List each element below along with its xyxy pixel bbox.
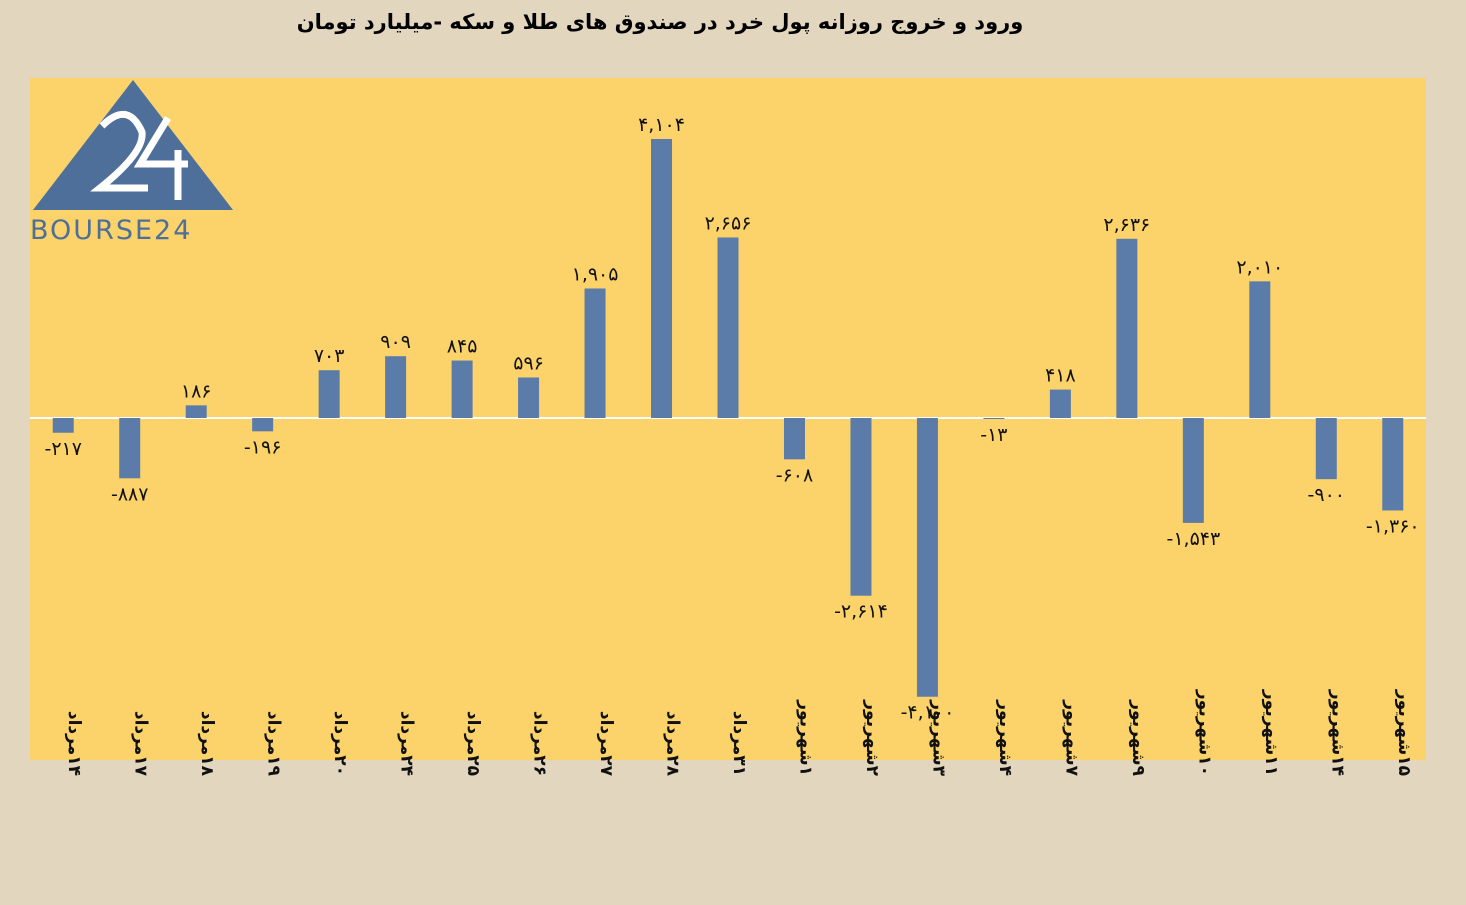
category-label-13: ۳شهریور: [928, 699, 948, 776]
bar-3: [252, 418, 274, 432]
value-label-20: -۱,۳۶۰: [1366, 515, 1420, 537]
value-label-0: -۲۱۷: [44, 438, 81, 460]
logo-triangle: [33, 80, 233, 210]
category-label-11: ۱شهریور: [795, 699, 815, 776]
category-label-1: ۱۷مرداد: [131, 711, 151, 777]
value-label-15: ۴۱۸: [1045, 365, 1076, 387]
logo-mark-4: [133, 116, 188, 200]
value-label-4: ۷۰۳: [314, 345, 345, 367]
bar-12: [850, 418, 872, 596]
logo-mark-2: [90, 111, 148, 192]
category-label-9: ۲۸مرداد: [663, 711, 683, 777]
value-label-13: -۴,۱۰۰: [901, 702, 955, 724]
category-label-17: ۱۰شهریور: [1194, 689, 1214, 776]
category-label-16: ۹شهریور: [1128, 699, 1148, 776]
category-label-10: ۳۱مرداد: [729, 711, 749, 776]
bar-2: [185, 405, 207, 418]
bar-8: [584, 288, 606, 418]
bar-4: [318, 370, 340, 418]
bars-group: [52, 139, 1404, 697]
bourse24-logo: [33, 80, 233, 210]
chart-title: ورود و خروج روزانه پول خرد در صندوق های …: [296, 10, 1024, 34]
category-label-18: ۱۱شهریور: [1261, 689, 1281, 776]
bar-6: [451, 360, 473, 418]
category-label-12: ۲شهریور: [862, 699, 882, 776]
value-label-8: ۱,۹۰۵: [572, 263, 619, 285]
value-labels-group: -۲۱۷ -۸۸۷ ۱۸۶ -۱۹۶ ۷۰۳ ۹۰۹ ۸۴۵ ۵۹۶ ۱,۹۰۵ ۴,۱۰۴ ۲,۶…: [44, 114, 1419, 724]
category-label-5: ۲۴مرداد: [397, 711, 417, 776]
category-label-20: ۱۵شهریور: [1394, 689, 1414, 776]
value-label-17: -۱,۵۴۳: [1166, 528, 1220, 550]
value-label-6: ۸۴۵: [447, 336, 478, 358]
bar-11: [783, 418, 805, 460]
category-labels-group: ۱۴مرداد ۱۷مرداد ۱۸مرداد ۱۹مرداد ۲۰مرداد ۲۴مرد…: [64, 689, 1414, 777]
bar-7: [518, 377, 540, 418]
value-label-18: ۲,۰۱۰: [1236, 256, 1283, 278]
value-label-1: -۸۸۷: [111, 483, 148, 505]
value-label-12: -۲,۶۱۴: [834, 601, 888, 623]
category-label-4: ۲۰مرداد: [330, 711, 350, 776]
category-label-15: ۷شهریور: [1061, 699, 1081, 776]
value-label-11: -۶۰۸: [776, 464, 813, 486]
bar-1: [119, 418, 141, 479]
category-label-14: ۴شهریور: [995, 699, 1015, 776]
bar-14: [983, 418, 1005, 419]
category-label-8: ۲۷مرداد: [596, 711, 616, 777]
bar-19: [1315, 418, 1337, 480]
bar-20: [1382, 418, 1404, 511]
bar-5: [385, 356, 407, 418]
value-label-14: -۱۳: [980, 424, 1007, 446]
value-label-7: ۵۹۶: [513, 352, 544, 374]
bar-10: [717, 237, 739, 418]
category-label-2: ۱۸مرداد: [197, 711, 217, 777]
category-label-7: ۲۶مرداد: [530, 711, 550, 776]
category-label-0: ۱۴مرداد: [64, 711, 84, 776]
bar-9: [651, 139, 673, 418]
value-label-2: ۱۸۶: [181, 380, 212, 402]
bar-15: [1049, 389, 1071, 418]
bar-17: [1182, 418, 1204, 523]
logo-wordmark: BOURSE24: [30, 215, 193, 246]
bar-16: [1116, 238, 1138, 418]
category-label-6: ۲۵مرداد: [463, 711, 483, 776]
value-label-19: -۹۰۰: [1308, 484, 1345, 506]
value-label-5: ۹۰۹: [380, 331, 411, 353]
value-label-16: ۲,۶۳۶: [1103, 214, 1150, 236]
bar-18: [1249, 281, 1271, 418]
category-label-19: ۱۴شهریور: [1327, 689, 1347, 776]
category-label-3: ۱۹مرداد: [264, 711, 284, 777]
bar-0: [52, 418, 74, 433]
value-label-3: -۱۹۶: [244, 436, 281, 458]
bar-13: [916, 418, 938, 697]
value-label-10: ۲,۶۵۶: [705, 212, 752, 234]
value-label-9: ۴,۱۰۴: [638, 114, 685, 136]
